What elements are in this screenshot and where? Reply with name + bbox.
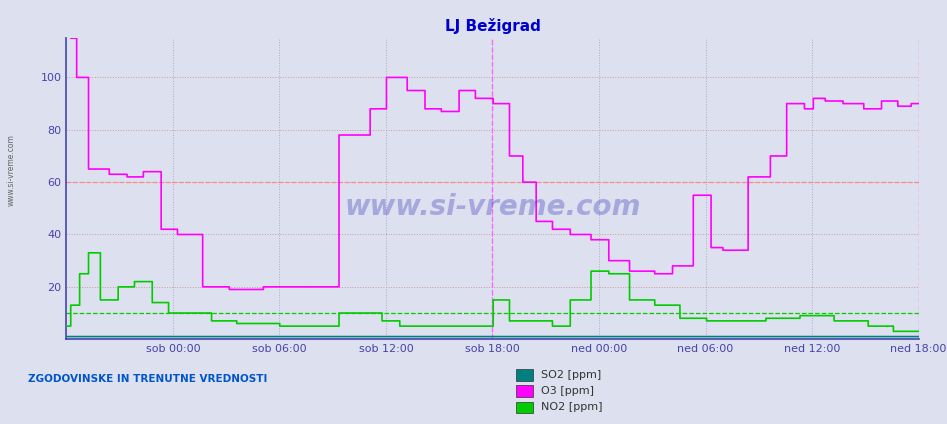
Text: SO2 [ppm]: SO2 [ppm]: [541, 370, 601, 380]
Text: ZGODOVINSKE IN TRENUTNE VREDNOSTI: ZGODOVINSKE IN TRENUTNE VREDNOSTI: [28, 374, 268, 384]
Text: NO2 [ppm]: NO2 [ppm]: [541, 402, 602, 413]
Text: www.si-vreme.com: www.si-vreme.com: [344, 193, 641, 221]
Title: LJ Bežigrad: LJ Bežigrad: [444, 18, 541, 34]
Text: O3 [ppm]: O3 [ppm]: [541, 386, 594, 396]
Text: www.si-vreme.com: www.si-vreme.com: [7, 134, 16, 206]
